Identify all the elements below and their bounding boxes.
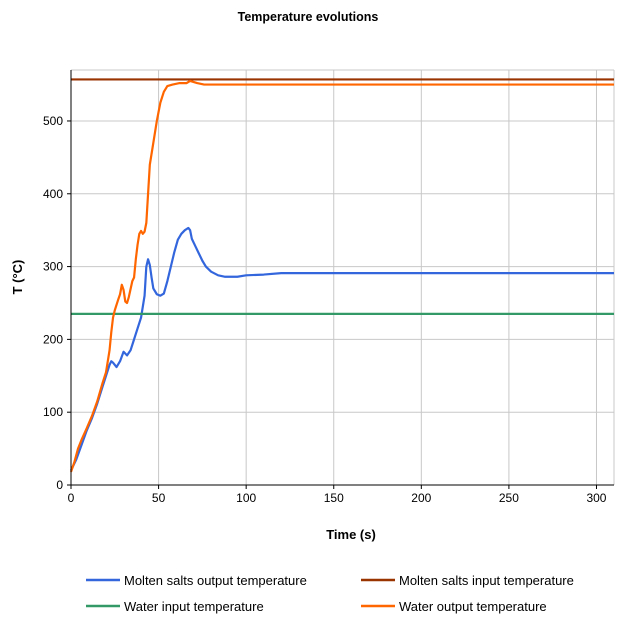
x-axis-title: Time (s) [326, 527, 376, 542]
y-tick-label: 100 [43, 405, 63, 419]
series-lines [69, 78, 614, 473]
plot-area: 0 50 100 150 200 250 300 0 100 200 300 400 500 [43, 69, 615, 505]
axes [67, 70, 614, 489]
x-tick-label: 300 [586, 491, 606, 505]
x-tick-label: 250 [499, 491, 519, 505]
x-tick-label: 100 [236, 491, 256, 505]
y-tick-label: 400 [43, 187, 63, 201]
x-tick-label: 200 [411, 491, 431, 505]
tick-labels: 0 50 100 150 200 250 300 0 100 200 300 400 500 [43, 114, 607, 505]
x-tick-label: 0 [68, 491, 75, 505]
series-line-1 [70, 226, 614, 471]
legend: Molten salts output temperature Molten sa… [86, 573, 574, 614]
y-tick-label: 500 [43, 114, 63, 128]
chart-title: Temperature evolutions [238, 10, 379, 24]
legend-label: Molten salts input temperature [399, 573, 574, 588]
y-axis-title: T (°C) [10, 260, 25, 295]
x-tick-label: 150 [324, 491, 344, 505]
plot-background [71, 70, 614, 485]
legend-label: Water input temperature [124, 599, 264, 614]
y-tick-label: 300 [43, 260, 63, 274]
series-line-4 [69, 79, 614, 473]
y-tick-label: 200 [43, 332, 63, 346]
x-tick-label: 50 [152, 491, 166, 505]
legend-label: Molten salts output temperature [124, 573, 307, 588]
legend-label: Water output temperature [399, 599, 547, 614]
grid-lines [71, 69, 615, 485]
y-tick-label: 0 [56, 478, 63, 492]
